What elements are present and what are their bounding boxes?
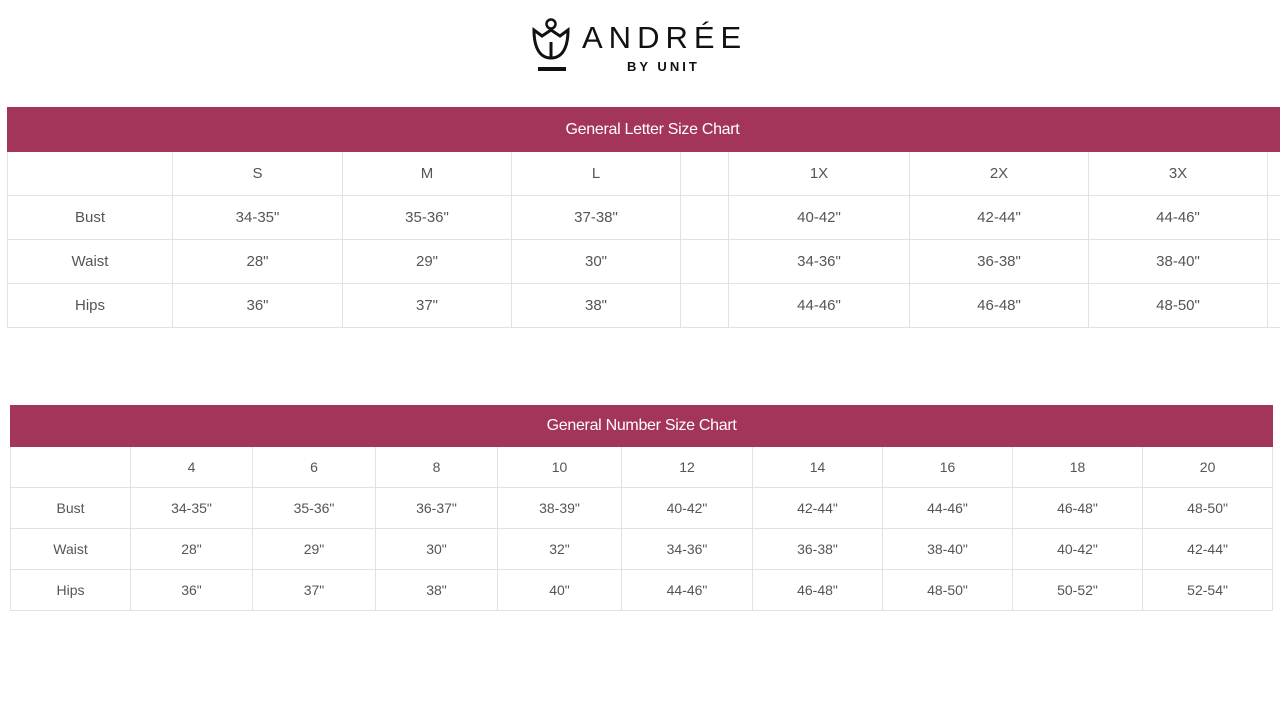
measurement-cell: 38" bbox=[375, 569, 498, 611]
measurement-cell: 46-48" bbox=[1012, 487, 1143, 529]
measurement-cell: 44-46" bbox=[728, 283, 910, 328]
tulip-logo-icon bbox=[532, 18, 570, 71]
measurement-cell: 34-36" bbox=[621, 528, 753, 570]
row-label: Waist bbox=[7, 239, 173, 284]
measurement-cell: 29" bbox=[252, 528, 376, 570]
measurement-cell: 46-48" bbox=[752, 569, 883, 611]
measurement-cell: 28" bbox=[130, 528, 253, 570]
measurement-cell: 50-52" bbox=[1012, 569, 1143, 611]
measurement-cell bbox=[1267, 239, 1280, 284]
measurement-cell: 52-54" bbox=[1141, 569, 1274, 611]
row-label: Hips bbox=[10, 569, 131, 611]
table-row: Bust 34-35" 35-36" 37-38" 40-42" 42-44" 44-46" bbox=[7, 195, 1280, 240]
measurement-cell: 38-39" bbox=[497, 487, 622, 529]
row-label: Bust bbox=[7, 195, 173, 240]
measurement-cell bbox=[680, 239, 729, 284]
measurement-cell: 40-42" bbox=[621, 487, 753, 529]
size-header: S bbox=[172, 151, 343, 196]
measurement-cell: 37" bbox=[342, 283, 512, 328]
table-row: Waist 28" 29" 30" 32" 34-36" 36-38" 38-40" 40-42… bbox=[10, 528, 1274, 570]
brand-name: ANDRÉE bbox=[582, 20, 748, 55]
size-header: 4 bbox=[130, 446, 253, 488]
measurement-cell: 36-37" bbox=[375, 487, 498, 529]
measurement-cell: 32" bbox=[497, 528, 622, 570]
size-header bbox=[680, 151, 729, 196]
size-header: 2X bbox=[909, 151, 1089, 196]
measurement-cell bbox=[680, 195, 729, 240]
measurement-cell: 36-38" bbox=[752, 528, 883, 570]
row-label: Waist bbox=[10, 528, 131, 570]
measurement-cell bbox=[680, 283, 729, 328]
table-title: General Number Size Chart bbox=[9, 405, 1274, 447]
measurement-cell: 37-38" bbox=[511, 195, 681, 240]
size-header: 12 bbox=[621, 446, 753, 488]
table-row: Hips 36" 37" 38" 40" 44-46" 46-48" 48-50" 50-52"… bbox=[10, 569, 1274, 611]
measurement-cell: 37" bbox=[252, 569, 376, 611]
measurement-cell: 40-42" bbox=[1012, 528, 1143, 570]
letter-size-table: General Letter Size Chart S M L 1X 2X 3X Bust… bbox=[7, 107, 1280, 328]
measurement-cell: 28" bbox=[172, 239, 343, 284]
row-label: Hips bbox=[7, 283, 173, 328]
measurement-cell: 34-36" bbox=[728, 239, 910, 284]
measurement-cell: 44-46" bbox=[882, 487, 1013, 529]
brand-sub: BY UNIT bbox=[627, 59, 700, 74]
size-header: M bbox=[342, 151, 512, 196]
size-header bbox=[1267, 151, 1280, 196]
size-header: 8 bbox=[375, 446, 498, 488]
table-title: General Letter Size Chart bbox=[7, 107, 1280, 152]
size-header: 20 bbox=[1141, 446, 1274, 488]
measurement-cell: 40-42" bbox=[728, 195, 910, 240]
number-size-table: General Number Size Chart 4 6 8 10 12 14 16 18 2… bbox=[9, 405, 1274, 611]
table-row: Hips 36" 37" 38" 44-46" 46-48" 48-50" bbox=[7, 283, 1280, 328]
measurement-cell: 35-36" bbox=[342, 195, 512, 240]
measurement-cell bbox=[1267, 195, 1280, 240]
measurement-cell: 42-44" bbox=[1141, 528, 1274, 570]
corner-cell bbox=[10, 446, 131, 488]
size-header: 16 bbox=[882, 446, 1013, 488]
size-header: 3X bbox=[1088, 151, 1268, 196]
size-header: L bbox=[511, 151, 681, 196]
measurement-cell: 44-46" bbox=[1088, 195, 1268, 240]
measurement-cell bbox=[1267, 283, 1280, 328]
measurement-cell: 29" bbox=[342, 239, 512, 284]
measurement-cell: 42-44" bbox=[909, 195, 1089, 240]
measurement-cell: 35-36" bbox=[252, 487, 376, 529]
row-label: Bust bbox=[10, 487, 131, 529]
measurement-cell: 34-35" bbox=[172, 195, 343, 240]
table-row: Bust 34-35" 35-36" 36-37" 38-39" 40-42" 42-44"… bbox=[10, 487, 1274, 529]
measurement-cell: 46-48" bbox=[909, 283, 1089, 328]
measurement-cell: 36" bbox=[130, 569, 253, 611]
measurement-cell: 40" bbox=[497, 569, 622, 611]
size-header: 18 bbox=[1012, 446, 1143, 488]
measurement-cell: 34-35" bbox=[130, 487, 253, 529]
size-header: 10 bbox=[497, 446, 622, 488]
measurement-cell: 36" bbox=[172, 283, 343, 328]
measurement-cell: 30" bbox=[375, 528, 498, 570]
measurement-cell: 48-50" bbox=[1141, 487, 1274, 529]
measurement-cell: 38-40" bbox=[1088, 239, 1268, 284]
measurement-cell: 38" bbox=[511, 283, 681, 328]
measurement-cell: 48-50" bbox=[1088, 283, 1268, 328]
measurement-cell: 48-50" bbox=[882, 569, 1013, 611]
measurement-cell: 44-46" bbox=[621, 569, 753, 611]
table-row: Waist 28" 29" 30" 34-36" 36-38" 38-40" bbox=[7, 239, 1280, 284]
measurement-cell: 36-38" bbox=[909, 239, 1089, 284]
size-header: 1X bbox=[728, 151, 910, 196]
measurement-cell: 38-40" bbox=[882, 528, 1013, 570]
measurement-cell: 42-44" bbox=[752, 487, 883, 529]
size-header: 14 bbox=[752, 446, 883, 488]
size-header: 6 bbox=[252, 446, 376, 488]
corner-cell bbox=[7, 151, 173, 196]
measurement-cell: 30" bbox=[511, 239, 681, 284]
